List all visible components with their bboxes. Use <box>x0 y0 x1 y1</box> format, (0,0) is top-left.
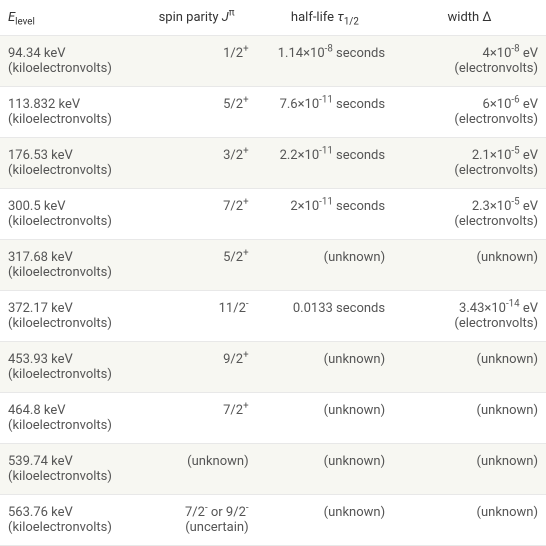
cell-width: 2.3×10-5 eV (electronvolts) <box>393 189 546 240</box>
cell-spin: 5/2+ <box>137 87 257 138</box>
cell-halflife: 1.14×10-8 seconds <box>257 36 394 87</box>
cell-halflife: (unknown) <box>257 444 394 495</box>
col-header-halflife: half-life τ1/2 <box>257 0 394 36</box>
cell-level: 113.832 keV (kiloelectronvolts) <box>0 87 137 138</box>
cell-spin: 5/2+ <box>137 240 257 291</box>
table-row: 94.34 keV (kiloelectronvolts)1/2+1.14×10… <box>0 36 546 87</box>
cell-width: (unknown) <box>393 444 546 495</box>
cell-spin: 7/2+ <box>137 189 257 240</box>
cell-level: 300.5 keV (kiloelectronvolts) <box>0 189 137 240</box>
table-row: 539.74 keV (kiloelectronvolts)(unknown)(… <box>0 444 546 495</box>
cell-level: 464.8 keV (kiloelectronvolts) <box>0 393 137 444</box>
table-row: 300.5 keV (kiloelectronvolts)7/2+2×10-11… <box>0 189 546 240</box>
col-header-level: Elevel <box>0 0 137 36</box>
col-header-width: width Δ <box>393 0 546 36</box>
cell-halflife: 2.2×10-11 seconds <box>257 138 394 189</box>
cell-level: 176.53 keV (kiloelectronvolts) <box>0 138 137 189</box>
cell-spin: (unknown) <box>137 444 257 495</box>
table-header-row: Elevel spin parity Jπ half-life τ1/2 wid… <box>0 0 546 36</box>
cell-spin: 7/2- or 9/2- (uncertain) <box>137 495 257 546</box>
col-header-spin: spin parity Jπ <box>137 0 257 36</box>
table-row: 176.53 keV (kiloelectronvolts)3/2+2.2×10… <box>0 138 546 189</box>
cell-level: 539.74 keV (kiloelectronvolts) <box>0 444 137 495</box>
cell-spin: 9/2+ <box>137 342 257 393</box>
cell-level: 317.68 keV (kiloelectronvolts) <box>0 240 137 291</box>
cell-level: 94.34 keV (kiloelectronvolts) <box>0 36 137 87</box>
cell-width: (unknown) <box>393 342 546 393</box>
cell-halflife: 2×10-11 seconds <box>257 189 394 240</box>
table-row: 372.17 keV (kiloelectronvolts)11/2-0.013… <box>0 291 546 342</box>
cell-width: (unknown) <box>393 393 546 444</box>
cell-spin: 11/2- <box>137 291 257 342</box>
cell-width: 6×10-6 eV (electronvolts) <box>393 87 546 138</box>
cell-level: 372.17 keV (kiloelectronvolts) <box>0 291 137 342</box>
cell-halflife: 0.0133 seconds <box>257 291 394 342</box>
nuclear-levels-table: Elevel spin parity Jπ half-life τ1/2 wid… <box>0 0 546 546</box>
cell-level: 453.93 keV (kiloelectronvolts) <box>0 342 137 393</box>
table-row: 453.93 keV (kiloelectronvolts)9/2+(unkno… <box>0 342 546 393</box>
table-body: 94.34 keV (kiloelectronvolts)1/2+1.14×10… <box>0 36 546 546</box>
cell-halflife: (unknown) <box>257 393 394 444</box>
cell-level: 563.76 keV (kiloelectronvolts) <box>0 495 137 546</box>
cell-spin: 3/2+ <box>137 138 257 189</box>
cell-halflife: (unknown) <box>257 342 394 393</box>
table-row: 113.832 keV (kiloelectronvolts)5/2+7.6×1… <box>0 87 546 138</box>
cell-width: (unknown) <box>393 240 546 291</box>
table-row: 317.68 keV (kiloelectronvolts)5/2+(unkno… <box>0 240 546 291</box>
cell-halflife: (unknown) <box>257 240 394 291</box>
cell-width: 4×10-8 eV (electronvolts) <box>393 36 546 87</box>
cell-width: 3.43×10-14 eV (electronvolts) <box>393 291 546 342</box>
table-row: 563.76 keV (kiloelectronvolts)7/2- or 9/… <box>0 495 546 546</box>
cell-spin: 7/2+ <box>137 393 257 444</box>
cell-halflife: (unknown) <box>257 495 394 546</box>
cell-width: 2.1×10-5 eV (electronvolts) <box>393 138 546 189</box>
cell-width: (unknown) <box>393 495 546 546</box>
cell-spin: 1/2+ <box>137 36 257 87</box>
table-row: 464.8 keV (kiloelectronvolts)7/2+(unknow… <box>0 393 546 444</box>
cell-halflife: 7.6×10-11 seconds <box>257 87 394 138</box>
